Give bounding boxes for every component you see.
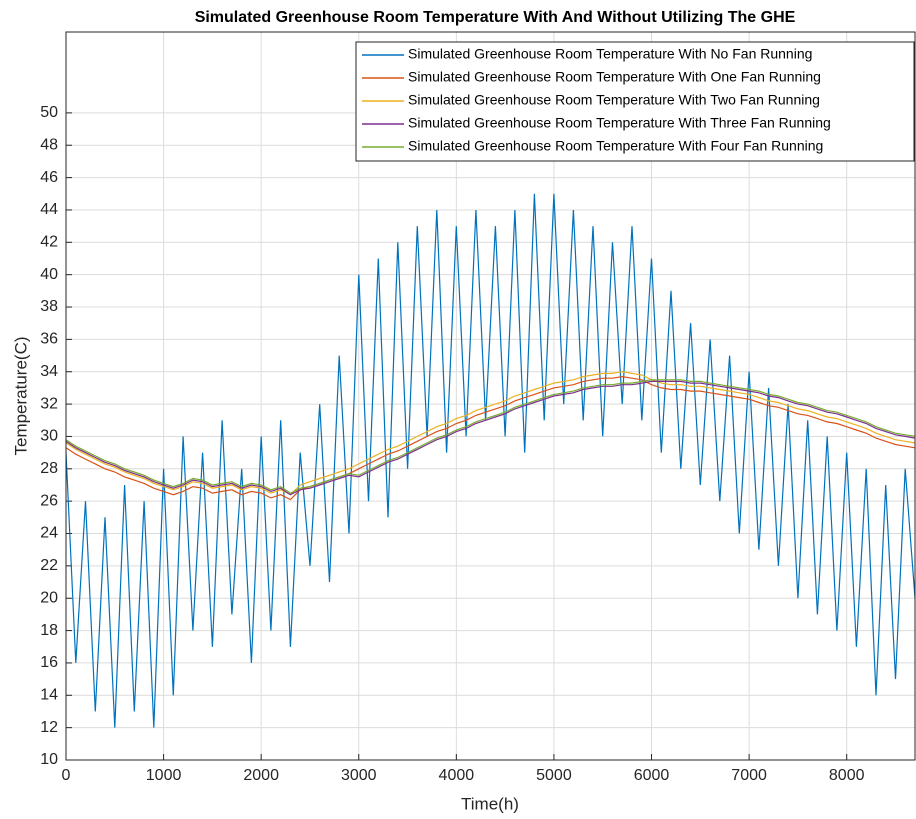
legend-label: Simulated Greenhouse Room Temperature Wi… [408, 46, 812, 62]
series-line [66, 375, 915, 501]
x-tick-label: 5000 [536, 767, 572, 784]
y-tick-label: 48 [40, 136, 58, 153]
y-tick-label: 38 [40, 298, 58, 315]
x-axis-label: Time(h) [461, 794, 519, 813]
x-tick-label: 1000 [146, 767, 182, 784]
series-line [66, 379, 915, 494]
y-tick-label: 28 [40, 460, 58, 477]
y-tick-label: 24 [40, 525, 58, 542]
y-tick-label: 14 [40, 687, 58, 704]
x-tick-label: 7000 [731, 767, 767, 784]
y-tick-label: 40 [40, 266, 58, 283]
series-line [66, 193, 915, 728]
x-tick-label: 3000 [341, 767, 377, 784]
y-tick-label: 42 [40, 234, 58, 251]
x-tick-label: 4000 [439, 767, 475, 784]
series-line [66, 371, 915, 496]
y-tick-label: 50 [40, 104, 58, 121]
y-tick-label: 12 [40, 719, 58, 736]
legend-label: Simulated Greenhouse Room Temperature Wi… [408, 69, 821, 85]
y-tick-label: 26 [40, 492, 58, 509]
x-tick-label: 6000 [634, 767, 670, 784]
plot-frame [65, 31, 916, 761]
y-tick-label: 18 [40, 622, 58, 639]
y-axis-label: Temperature(C) [11, 336, 30, 455]
series-line [66, 380, 915, 496]
legend-label: Simulated Greenhouse Room Temperature Wi… [408, 115, 831, 131]
x-tick-label: 0 [62, 767, 71, 784]
y-tick-label: 32 [40, 395, 58, 412]
y-tick-label: 34 [40, 363, 58, 380]
chart-title: Simulated Greenhouse Room Temperature Wi… [195, 9, 796, 26]
y-tick-label: 30 [40, 428, 58, 445]
legend-label: Simulated Greenhouse Room Temperature Wi… [408, 138, 823, 154]
legend-label: Simulated Greenhouse Room Temperature Wi… [408, 92, 820, 108]
y-tick-label: 36 [40, 331, 58, 348]
y-tick-label: 16 [40, 654, 58, 671]
y-tick-label: 22 [40, 557, 58, 574]
y-tick-label: 46 [40, 169, 58, 186]
legend-box [355, 41, 915, 162]
x-tick-label: 8000 [829, 767, 865, 784]
y-tick-label: 44 [40, 201, 58, 218]
y-tick-label: 10 [40, 751, 58, 768]
y-tick-label: 20 [40, 589, 58, 606]
x-tick-label: 2000 [243, 767, 279, 784]
